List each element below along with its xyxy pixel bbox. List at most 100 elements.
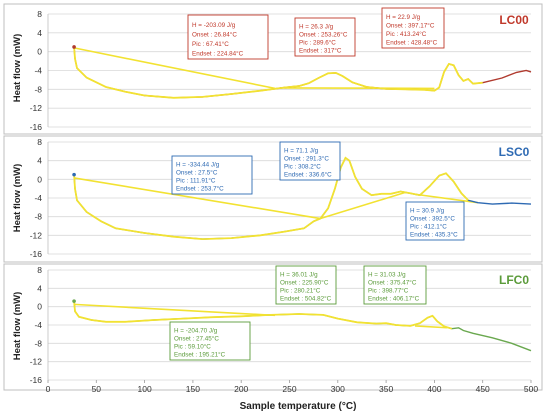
y-tick-label: -8 <box>34 84 42 94</box>
y-tick-label: -4 <box>34 320 42 330</box>
integration-baseline <box>320 191 406 220</box>
x-tick-label: 150 <box>186 384 200 394</box>
integration-baseline <box>73 177 321 220</box>
x-tick-label: 350 <box>379 384 393 394</box>
annotation-text: Onset : 26.84°C <box>192 31 237 39</box>
integration-baseline <box>73 47 276 90</box>
annotation-box <box>187 14 269 60</box>
annotation-text: Onset : 27.5°C <box>176 169 218 177</box>
x-axis-label: Sample temperature (°C) <box>240 401 357 412</box>
annotation-text: Endset : 406.17°C <box>368 295 420 303</box>
annotation-text: Onset : 392.5°C <box>410 215 455 223</box>
annotation-text: Onset : 225.90°C <box>280 279 329 287</box>
y-tick-label: 8 <box>37 9 42 19</box>
start-point <box>72 45 76 49</box>
y-axis-label: Heat flow (mW) <box>12 164 23 233</box>
annotation-text: Endset : 317°C <box>299 47 342 55</box>
y-tick-label: 4 <box>37 28 42 38</box>
annotation-text: Endset : 504.82°C <box>280 295 332 303</box>
annotation-text: Endset : 336.6°C <box>284 171 332 179</box>
annotation-box <box>169 321 251 361</box>
annotation-text: H = -334.44 J/g <box>176 162 220 169</box>
start-point <box>72 172 76 177</box>
annotation-text: H = 71.1 J/g <box>284 148 319 155</box>
annotation-text: Pic : 280.21°C <box>280 287 321 295</box>
annotation-box <box>294 17 356 57</box>
x-tick-label: 500 <box>524 384 538 394</box>
annotation-text: Pic : 308.2°C <box>284 163 321 171</box>
panels-layer: 8 4 0 -4 -8 -12 -16 Heat flow (mW) H = -203.09 J… <box>3 3 543 394</box>
y-tick-label: -12 <box>30 103 43 113</box>
annotation-text: Endset : 253.7°C <box>176 185 224 193</box>
annotation-text: Pic : 111.91°C <box>176 177 216 185</box>
panel-frame <box>3 135 543 263</box>
y-tick-label: 4 <box>37 156 42 166</box>
annotation-text: Onset : 397.17°C <box>386 22 435 30</box>
x-tick-label: 100 <box>138 384 152 394</box>
annotation-text: Pic : 67.41°C <box>192 40 229 48</box>
panel-lc00: 8 4 0 -4 -8 -12 -16 Heat flow (mW) H = -203.09 J… <box>3 3 543 135</box>
integration-baseline <box>414 193 478 204</box>
annotation-box <box>171 155 253 195</box>
y-tick-label: -4 <box>34 66 42 76</box>
annotation-text: Onset : 291.3°C <box>284 155 329 163</box>
y-tick-label: -16 <box>30 375 43 385</box>
integration-baseline <box>74 303 276 317</box>
y-tick-label: -8 <box>34 212 42 222</box>
annotation-text: Endset : 195.21°C <box>174 351 226 359</box>
annotation-box <box>275 265 337 305</box>
annotation-text: Endset : 224.84°C <box>192 50 244 58</box>
annotation-text: Onset : 253.26°C <box>299 31 348 39</box>
annotation-box <box>381 7 445 49</box>
annotation-text: Pic : 59.10°C <box>174 343 211 351</box>
annotation-text: H = -204.70 J/g <box>174 328 218 335</box>
panel-label: LFC0 <box>499 273 529 287</box>
annotation-text: H = -203.09 J/g <box>192 22 236 29</box>
annotation-text: Pic : 289.6°C <box>299 39 336 47</box>
integration-baseline <box>415 325 448 329</box>
x-tick-label: 200 <box>234 384 248 394</box>
annotation-box <box>405 201 465 241</box>
annotation-text: Pic : 398.77°C <box>368 287 409 295</box>
annotation-text: H = 22.9 J/g <box>386 14 421 21</box>
y-tick-label: 4 <box>37 283 42 293</box>
annotation-text: Pic : 412.1°C <box>410 223 447 231</box>
x-tick-label: 300 <box>331 384 345 394</box>
start-point <box>72 299 76 303</box>
x-tick-label: 0 <box>46 384 51 394</box>
x-tick-label: 400 <box>427 384 441 394</box>
panel-lfc0: 8 4 0 -4 -8 -12 -16 Heat flow (mW) H = -204.70 J… <box>3 263 543 391</box>
panel-label: LC00 <box>499 13 529 27</box>
y-axis-label: Heat flow (mW) <box>12 34 23 103</box>
y-tick-label: 0 <box>37 174 42 184</box>
y-tick-label: -12 <box>30 230 43 240</box>
annotation-text: Endset : 435.3°C <box>410 231 458 239</box>
panel-lsc0: 8 4 0 -4 -8 -12 -16 Heat flow (mW) H = -334.44 J… <box>3 135 543 263</box>
y-tick-label: 0 <box>37 47 42 57</box>
annotation-text: H = 26.3 J/g <box>299 24 334 31</box>
x-tick-label: 50 <box>92 384 102 394</box>
panel-frame <box>3 3 543 135</box>
peak-overlay <box>73 301 453 330</box>
annotation-text: H = 36.01 J/g <box>280 272 318 279</box>
annotation-text: Pic : 413.24°C <box>386 30 427 38</box>
annotation-text: Onset : 27.45°C <box>174 335 219 343</box>
panel-label: LSC0 <box>499 145 530 159</box>
peak-overlay <box>73 46 483 99</box>
y-tick-label: 8 <box>37 137 42 147</box>
y-tick-label: -16 <box>30 249 43 259</box>
y-tick-label: 0 <box>37 302 42 312</box>
x-tick-label: 250 <box>282 384 296 394</box>
annotation-text: Endset : 428.48°C <box>386 39 438 47</box>
y-tick-label: -16 <box>30 122 43 132</box>
y-tick-label: -4 <box>34 193 42 203</box>
x-tick-label: 450 <box>476 384 490 394</box>
y-tick-label: -12 <box>30 357 43 367</box>
y-tick-label: -8 <box>34 338 42 348</box>
annotation-text: Onset : 375.47°C <box>368 279 417 287</box>
panel-frame <box>3 263 543 391</box>
annotation-box <box>363 265 427 305</box>
annotation-text: H = 30.9 J/g <box>410 208 445 215</box>
annotation-box <box>279 141 341 181</box>
